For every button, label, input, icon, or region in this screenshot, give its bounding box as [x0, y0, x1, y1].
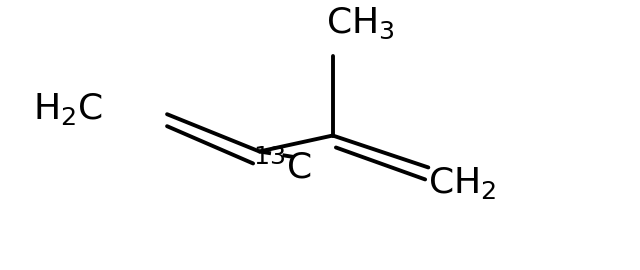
Text: H$_2$C: H$_2$C — [33, 91, 103, 127]
Text: $^{13}$C: $^{13}$C — [253, 149, 312, 185]
Text: CH$_3$: CH$_3$ — [326, 6, 395, 41]
Text: CH$_2$: CH$_2$ — [428, 166, 497, 201]
